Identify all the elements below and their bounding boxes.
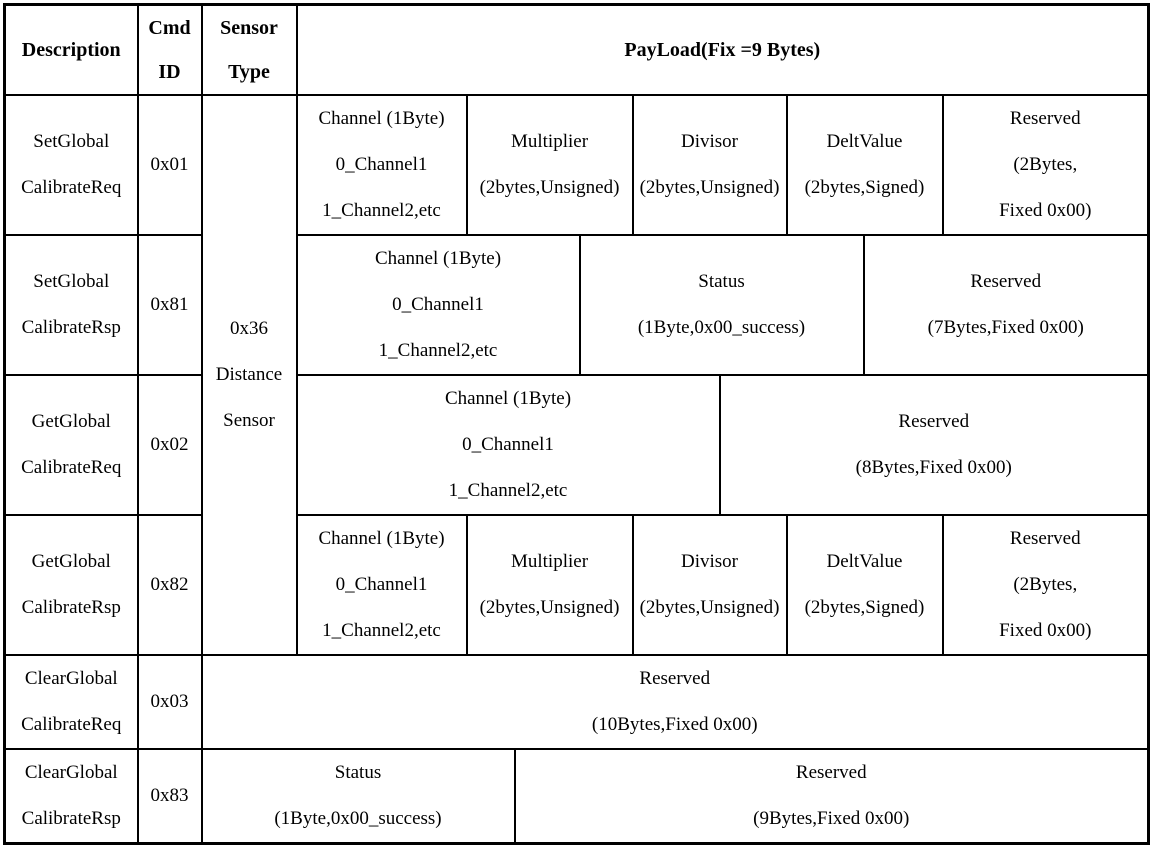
description-cell: ClearGlobal CalibrateReq <box>3 654 139 750</box>
table-row: GetGlobal CalibrateRsp 0x82 Channel (1By… <box>3 514 1150 656</box>
description-cell: SetGlobal CalibrateRsp <box>3 234 139 376</box>
table-row: GetGlobal CalibrateReq 0x02 Channel (1By… <box>3 374 1150 516</box>
payload-cell-divisor: Divisor (2bytes,Unsigned) <box>631 94 788 236</box>
payload-cell-divisor: Divisor (2bytes,Unsigned) <box>631 514 788 656</box>
payload-cell-channel: Channel (1Byte) 0_Channel1 1_Channel2,et… <box>295 94 468 236</box>
payload-cell-status: Status (1Byte,0x00_success) <box>578 234 865 376</box>
payload-cell-multiplier: Multiplier (2bytes,Unsigned) <box>465 514 634 656</box>
cmd-id-cell: 0x01 <box>136 94 203 236</box>
payload-cell-reserved: Reserved (8Bytes,Fixed 0x00) <box>718 374 1150 516</box>
table-row: ClearGlobal CalibrateRsp 0x83 Status (1B… <box>3 748 1150 845</box>
payload-cell-deltvalue: DeltValue (2bytes,Signed) <box>785 514 944 656</box>
payload-cell-channel: Channel (1Byte) 0_Channel1 1_Channel2,et… <box>295 234 581 376</box>
description-cell: SetGlobal CalibrateReq <box>3 94 139 236</box>
description-cell: GetGlobal CalibrateRsp <box>3 514 139 656</box>
cmd-id-cell: 0x83 <box>136 748 203 845</box>
header-cell-description: Description <box>3 3 139 96</box>
cmd-id-cell: 0x81 <box>136 234 203 376</box>
cmd-id-cell: 0x03 <box>136 654 203 750</box>
table-row: SetGlobal CalibrateRsp 0x81 Channel (1By… <box>3 234 1150 376</box>
payload-cell-deltvalue: DeltValue (2bytes,Signed) <box>785 94 944 236</box>
table-row: SetGlobal CalibrateReq 0x01 0x36 Distanc… <box>3 94 1150 656</box>
cmd-id-cell: 0x02 <box>136 374 203 516</box>
table-row: ClearGlobal CalibrateReq 0x03 Reserved (… <box>3 654 1150 750</box>
payload-cell-reserved: Reserved (9Bytes,Fixed 0x00) <box>513 748 1150 845</box>
description-cell: GetGlobal CalibrateReq <box>3 374 139 516</box>
header-cell-sensor-type: Sensor Type <box>200 3 298 96</box>
payload-cell-channel: Channel (1Byte) 0_Channel1 1_Channel2,et… <box>295 514 468 656</box>
header-cell-payload: PayLoad(Fix =9 Bytes) <box>295 3 1150 96</box>
payload-cell-reserved: Reserved (10Bytes,Fixed 0x00) <box>200 654 1150 750</box>
payload-cell-reserved: Reserved (2Bytes, Fixed 0x00) <box>941 94 1150 236</box>
payload-cell-multiplier: Multiplier (2bytes,Unsigned) <box>465 94 634 236</box>
sensor-protocol-table: Description Cmd ID Sensor Type PayLoad(F… <box>3 3 1150 845</box>
header-cell-cmd-id: Cmd ID <box>136 3 203 96</box>
payload-cell-status: Status (1Byte,0x00_success) <box>200 748 516 845</box>
sensor-type-cell: 0x36 Distance Sensor <box>200 94 298 656</box>
payload-cell-channel: Channel (1Byte) 0_Channel1 1_Channel2,et… <box>295 374 721 516</box>
payload-cell-reserved: Reserved (7Bytes,Fixed 0x00) <box>862 234 1150 376</box>
cmd-id-cell: 0x82 <box>136 514 203 656</box>
payload-cell-reserved: Reserved (2Bytes, Fixed 0x00) <box>941 514 1150 656</box>
header-row: Description Cmd ID Sensor Type PayLoad(F… <box>3 3 1150 96</box>
description-cell: ClearGlobal CalibrateRsp <box>3 748 139 845</box>
